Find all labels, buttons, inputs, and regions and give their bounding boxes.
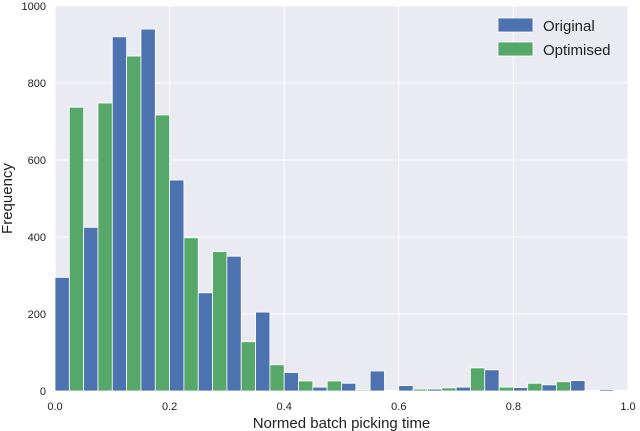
bar-optimised [498,386,514,392]
bar-original [541,384,557,392]
bar-optimised [298,380,314,392]
legend-swatch-original [497,17,534,33]
bar-original [427,388,443,392]
bar-original [169,179,185,392]
bar-original [455,386,471,392]
y-axis-label: Frequency [0,163,16,234]
bar-original [513,387,529,392]
x-tick-label: 0.8 [506,401,521,413]
bar-optimised [68,106,85,392]
bar-original [484,369,500,392]
bar-original [140,28,156,392]
x-tick-label: 0.0 [47,401,62,413]
x-tick-labels: 0.0 0.2 0.4 0.6 0.8 1.0 [47,401,635,413]
bar-optimised [212,251,228,392]
bar-original [197,292,213,392]
bar-optimised [613,389,629,392]
bar-optimised [584,389,600,392]
bar-optimised [527,382,543,392]
bar-original [54,277,70,392]
bar-optimised [441,387,457,392]
bar-original [312,386,328,392]
x-axis-label: Normed batch picking time [253,415,431,431]
bar-original [598,389,615,392]
bar-optimised [154,114,170,392]
x-tick-label: 0.4 [277,401,292,413]
bar-original [255,311,271,392]
bars [54,28,629,392]
bar-optimised [355,389,371,392]
legend-label-original: Original [543,18,595,35]
bar-original [226,255,242,392]
x-tick-label: 0.2 [162,401,177,413]
bar-original [341,382,357,392]
bar-optimised [269,364,285,392]
bar-original [369,370,385,392]
bar-optimised [183,237,199,392]
bar-original [398,385,414,392]
bar-optimised [126,55,142,392]
bar-original [83,226,99,392]
x-tick-label: 0.6 [391,401,406,413]
bar-optimised [240,341,256,392]
legend-swatch-optimised [497,41,534,57]
y-tick-label: 1000 [22,1,46,13]
y-tick-label: 800 [28,78,46,90]
y-tick-label: 200 [28,309,46,321]
x-tick-label: 1.0 [620,401,635,413]
bar-optimised [412,388,428,392]
y-tick-label: 400 [28,232,46,244]
y-tick-labels: 0 200 400 600 800 1000 [22,1,46,398]
bar-original [570,380,586,392]
y-tick-label: 0 [40,386,46,398]
bar-optimised [326,380,342,392]
bar-original [111,36,128,392]
y-tick-label: 600 [28,155,46,167]
legend-label-optimised: Optimised [543,42,611,59]
bar-original [283,372,299,392]
bar-optimised [97,102,113,392]
legend: Original Optimised [497,17,611,59]
bar-optimised [470,367,486,392]
bar-optimised [384,389,400,392]
bar-optimised [555,381,572,392]
